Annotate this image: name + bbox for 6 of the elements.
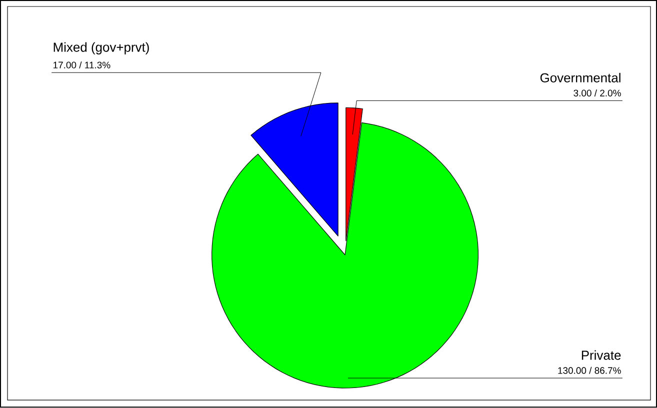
data-label: 17.00 / 11.3% [54, 62, 110, 69]
data-label: 3.00 / 2.0% [574, 90, 621, 97]
data-label: 130.00 / 86.7% [558, 367, 621, 374]
slice-label: Private [582, 350, 621, 360]
slice-label: Mixed (gov+prvt) [54, 42, 149, 55]
slice-label: Governmental [540, 73, 620, 83]
